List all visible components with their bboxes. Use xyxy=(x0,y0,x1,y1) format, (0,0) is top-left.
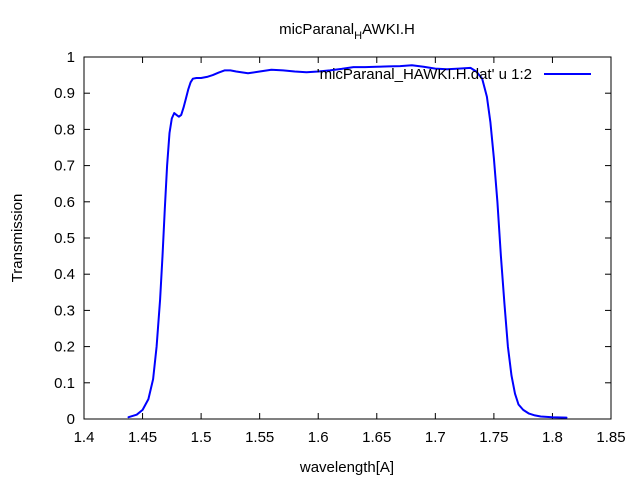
chart-title: micParanalHAWKI.H xyxy=(279,21,415,42)
x-axis-label: wavelength[A] xyxy=(299,459,394,476)
y-tick-label: 0.2 xyxy=(54,339,75,356)
x-tick-label: 1.7 xyxy=(425,429,446,446)
y-tick-label: 0.6 xyxy=(54,194,75,211)
x-tick-label: 1.55 xyxy=(245,429,274,446)
series-layer xyxy=(127,64,568,419)
x-tick-label: 1.75 xyxy=(479,429,508,446)
y-tick-label: 0.3 xyxy=(54,302,75,319)
x-tick-label: 1.85 xyxy=(596,429,625,446)
y-tick-label: 0.1 xyxy=(54,375,75,392)
y-tick-label: 1 xyxy=(67,49,75,66)
series-line xyxy=(127,64,568,419)
y-axis-label: Transmission xyxy=(9,194,26,283)
legend-label: 'micParanal_HAWKI.H.dat' u 1:2 xyxy=(317,66,532,83)
x-tick-label: 1.45 xyxy=(128,429,157,446)
x-tick-label: 1.6 xyxy=(308,429,329,446)
plot-frame xyxy=(83,56,612,420)
x-tick-label: 1.5 xyxy=(191,429,212,446)
chart-title-rest: AWKI.H xyxy=(362,21,415,38)
ticks-layer: 1.4 1.45 1.5 1.55 1.6 1.65 1.7 1.75 1.8 1.85 0 0.1 0… xyxy=(54,49,625,446)
y-tick-label: 0 xyxy=(67,411,75,428)
y-tick-label: 0.8 xyxy=(54,121,75,138)
x-tick-label: 1.8 xyxy=(542,429,563,446)
y-tick-label: 0.5 xyxy=(54,230,75,247)
chart-title-main: micParanal xyxy=(279,21,354,38)
legend: 'micParanal_HAWKI.H.dat' u 1:2 xyxy=(317,66,591,83)
x-tick-label: 1.65 xyxy=(362,429,391,446)
chart-title-subscript: H xyxy=(354,30,362,42)
y-tick-label: 0.7 xyxy=(54,158,75,175)
y-tick-label: 0.9 xyxy=(54,85,75,102)
y-tick-label: 0.4 xyxy=(54,266,75,283)
x-tick-label: 1.4 xyxy=(74,429,95,446)
